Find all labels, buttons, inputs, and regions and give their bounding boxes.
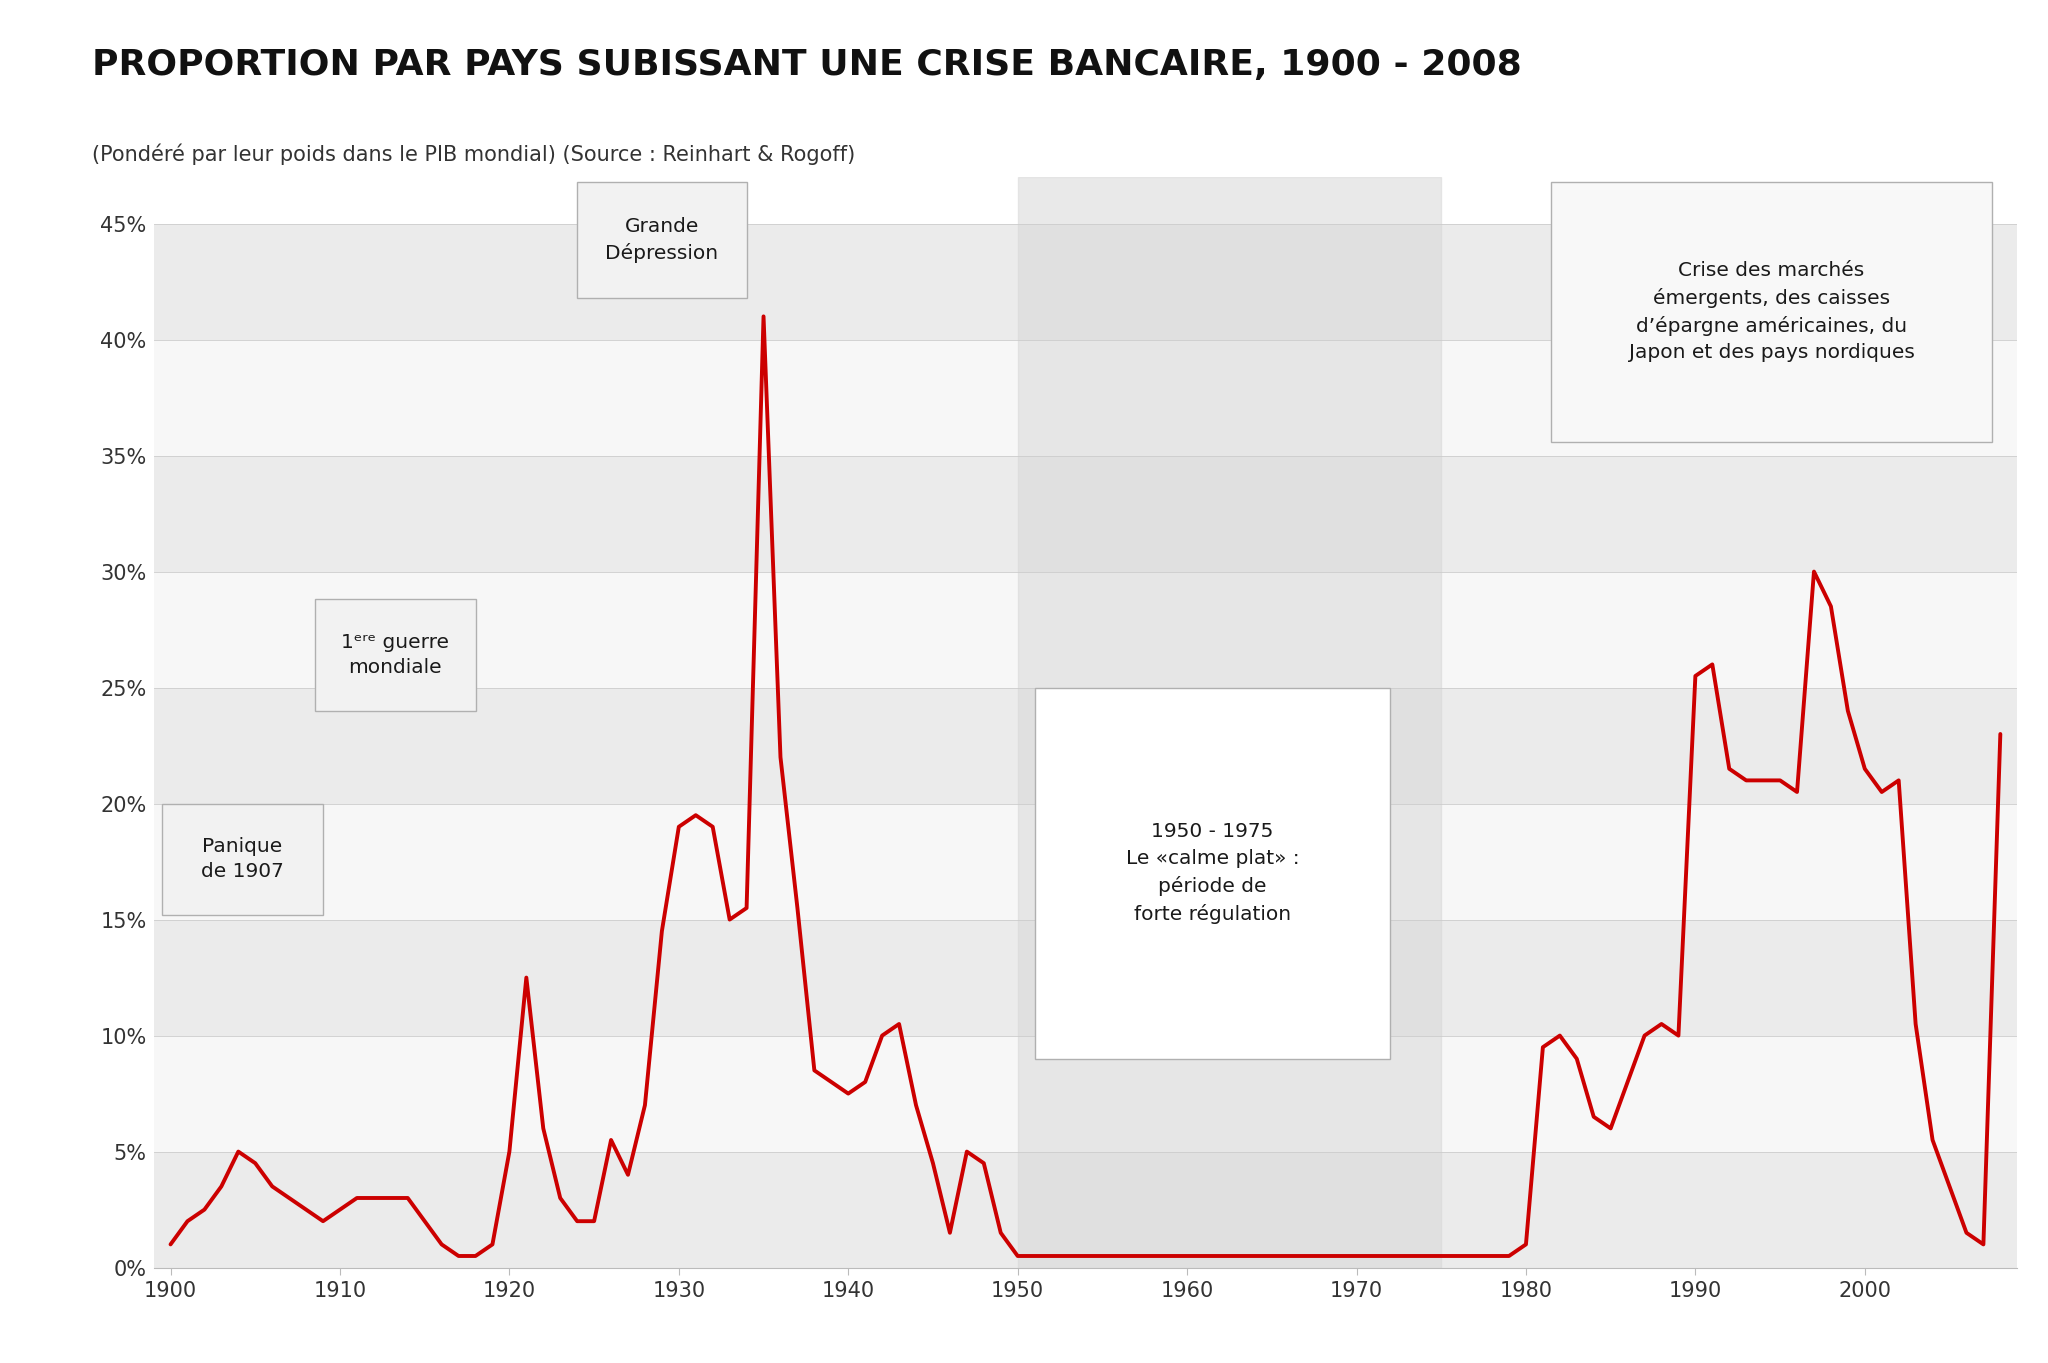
Bar — [154, 1036, 2017, 1152]
Bar — [154, 455, 2017, 571]
Bar — [1018, 177, 1442, 1268]
Bar — [154, 339, 2017, 455]
FancyBboxPatch shape — [1552, 181, 1993, 442]
Bar — [154, 224, 2017, 339]
Text: Crise des marchés
émergents, des caisses
d’épargne américaines, du
Japon et des : Crise des marchés émergents, des caisses… — [1628, 260, 1915, 363]
FancyBboxPatch shape — [578, 181, 748, 298]
Text: PROPORTION PAR PAYS SUBISSANT UNE CRISE BANCAIRE, 1900 - 2008: PROPORTION PAR PAYS SUBISSANT UNE CRISE … — [92, 48, 1522, 82]
Text: Panique
de 1907: Panique de 1907 — [201, 837, 285, 882]
Bar — [154, 687, 2017, 804]
Bar — [154, 920, 2017, 1036]
Bar — [154, 571, 2017, 687]
Text: 1ᵉʳᵉ guerre
mondiale: 1ᵉʳᵉ guerre mondiale — [342, 632, 449, 677]
FancyBboxPatch shape — [162, 804, 324, 915]
Text: (Pondéré par leur poids dans le PIB mondial) (Source : Reinhart & Rogoff): (Pondéré par leur poids dans le PIB mond… — [92, 143, 856, 165]
Bar — [154, 804, 2017, 920]
FancyBboxPatch shape — [1034, 687, 1391, 1059]
FancyBboxPatch shape — [315, 600, 475, 710]
Text: Grande
Dépression: Grande Dépression — [606, 217, 719, 263]
Text: 1950 - 1975
Le «calme plat» :
période de
forte régulation: 1950 - 1975 Le «calme plat» : période de… — [1126, 822, 1298, 924]
Bar — [154, 1152, 2017, 1268]
